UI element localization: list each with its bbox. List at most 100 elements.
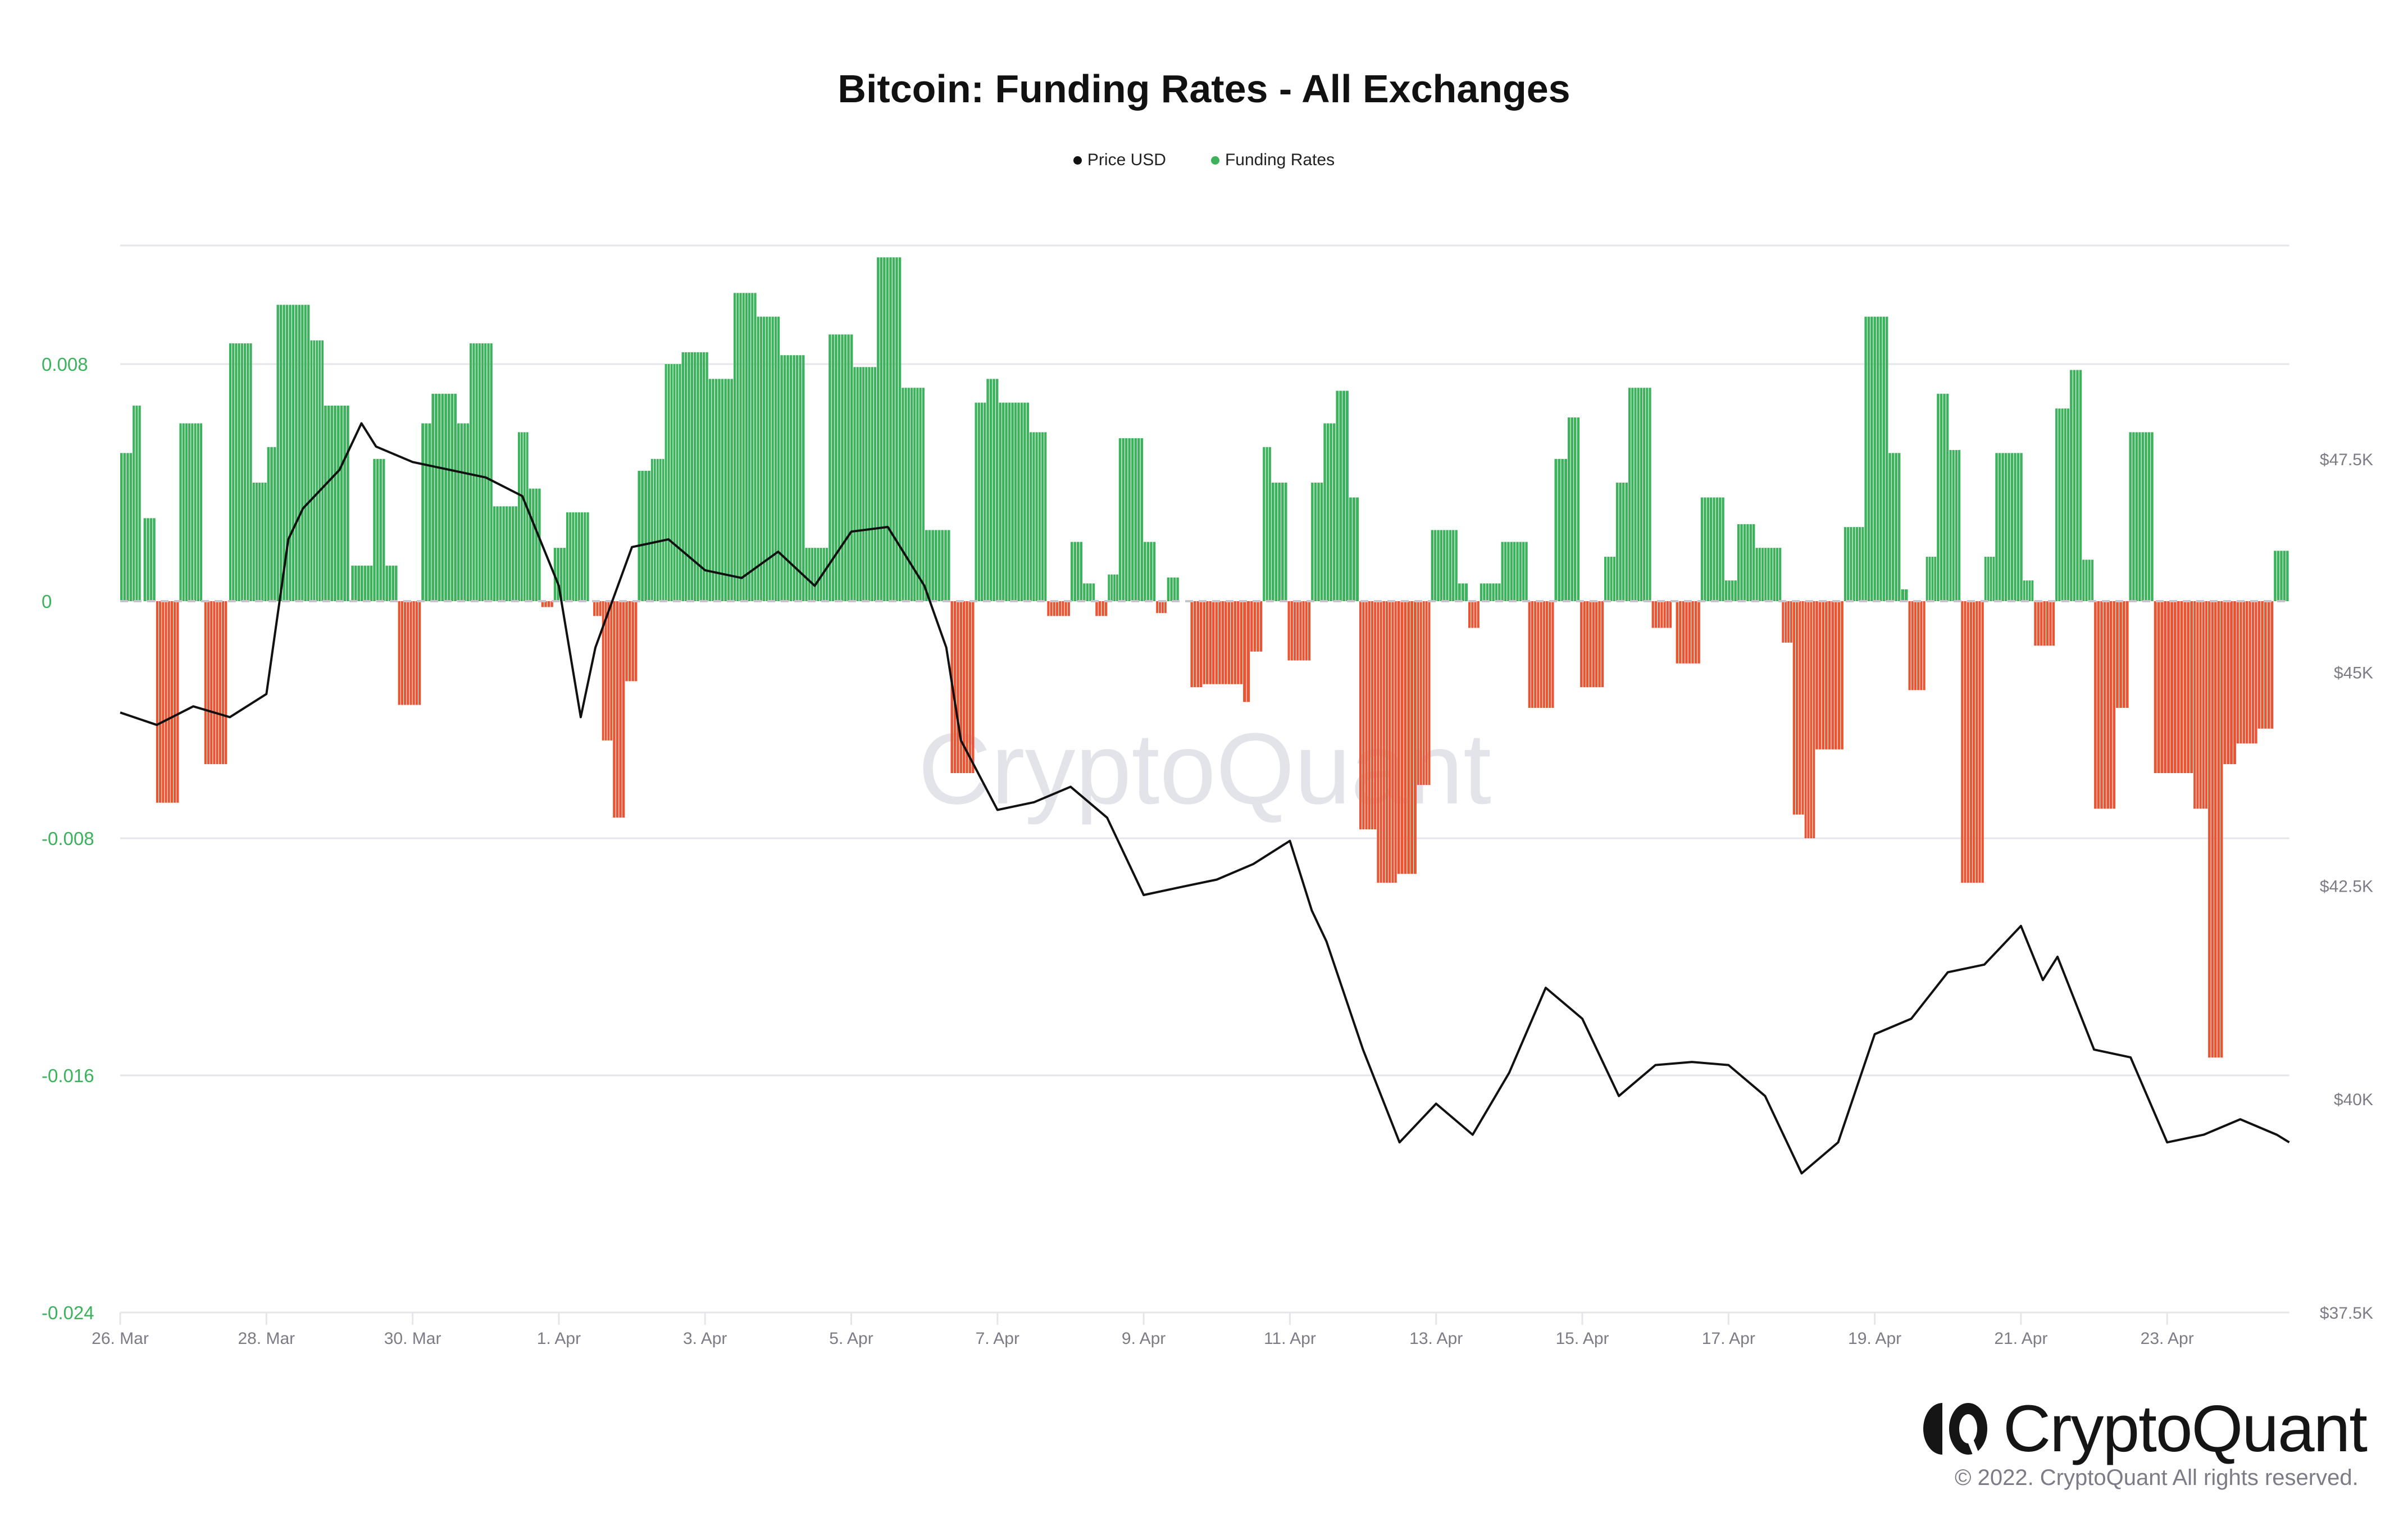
funding-bar <box>213 601 216 765</box>
funding-bar <box>638 470 641 601</box>
funding-bar <box>1767 548 1770 601</box>
funding-bar <box>1601 601 1604 687</box>
funding-bar <box>1625 483 1628 601</box>
funding-bar <box>207 601 210 765</box>
funding-bar <box>1537 601 1540 708</box>
funding-bar <box>2125 601 2129 708</box>
funding-bar <box>1221 601 1225 684</box>
funding-bar <box>361 565 363 601</box>
funding-bar <box>1940 393 1943 601</box>
funding-bar <box>877 257 880 602</box>
funding-bar <box>490 343 493 601</box>
funding-bar <box>541 601 544 607</box>
funding-bar <box>850 334 853 602</box>
funding-bar <box>156 601 158 803</box>
funding-bar <box>1501 542 1504 601</box>
funding-bar <box>1162 601 1164 614</box>
funding-bar <box>2267 601 2270 729</box>
funding-bar <box>786 355 789 601</box>
funding-bar <box>1035 432 1038 601</box>
funding-bar <box>441 393 444 601</box>
x-tick-label: 28. Mar <box>238 1329 295 1348</box>
funding-bar <box>847 334 850 602</box>
funding-bar <box>1374 601 1377 830</box>
funding-bar <box>1837 601 1841 750</box>
funding-bar <box>409 601 412 705</box>
funding-bar <box>1150 542 1153 601</box>
funding-bar <box>1296 601 1299 661</box>
funding-bar <box>1905 589 1908 601</box>
funding-bar <box>835 334 837 602</box>
funding-bar <box>742 293 745 601</box>
funding-bar <box>1317 483 1320 601</box>
funding-bar <box>904 388 907 601</box>
funding-bar <box>1580 601 1583 687</box>
funding-bar <box>774 316 777 601</box>
funding-bar <box>1443 530 1446 601</box>
funding-bar <box>298 305 301 601</box>
funding-bar <box>1577 417 1580 601</box>
funding-bar <box>1041 432 1044 601</box>
funding-bar <box>931 530 934 601</box>
funding-bar <box>167 601 170 803</box>
funding-bar <box>2251 601 2255 744</box>
funding-bar <box>2190 601 2193 773</box>
funding-bars <box>120 257 2289 1058</box>
funding-bar <box>2028 580 2031 601</box>
funding-bar <box>1064 601 1067 616</box>
funding-bar <box>628 601 631 682</box>
funding-bar <box>1895 453 1897 601</box>
funding-bar <box>1796 601 1799 815</box>
funding-bar <box>856 367 859 601</box>
funding-bar <box>478 343 481 601</box>
funding-bar <box>1876 316 1879 601</box>
funding-bar <box>547 601 550 607</box>
brand-name: CryptoQuant <box>2003 1392 2368 1466</box>
funding-bar <box>512 506 515 601</box>
funding-bar <box>1455 530 1458 601</box>
funding-bar <box>2227 601 2230 765</box>
funding-bar <box>238 343 240 601</box>
funding-bar <box>822 548 825 601</box>
funding-bar <box>2014 453 2016 601</box>
funding-bar <box>1507 542 1510 601</box>
funding-bar <box>1946 393 1949 601</box>
legend-item-price[interactable]: Price USD <box>1073 151 1166 170</box>
funding-bar <box>1568 417 1571 601</box>
funding-bar <box>989 379 993 601</box>
funding-bar <box>518 432 520 601</box>
funding-bar <box>1468 601 1471 628</box>
funding-bar <box>1323 423 1326 601</box>
funding-bar <box>795 355 799 601</box>
funding-bar <box>412 601 415 705</box>
funding-bar <box>2214 601 2217 1058</box>
funding-bar <box>407 601 409 705</box>
funding-bar <box>273 447 276 601</box>
funding-bar <box>2230 601 2233 765</box>
legend-item-funding[interactable]: Funding Rates <box>1210 151 1335 170</box>
funding-bar <box>143 518 147 601</box>
funding-bar <box>559 548 563 601</box>
funding-bar <box>1981 601 1984 883</box>
funding-bar <box>415 601 418 705</box>
funding-bar <box>1891 453 1895 601</box>
funding-bar <box>1975 601 1978 883</box>
x-tick-label: 26. Mar <box>92 1329 149 1348</box>
funding-bar <box>1305 601 1308 661</box>
funding-bar <box>667 364 670 601</box>
funding-bar <box>126 453 129 601</box>
funding-bar <box>766 316 768 601</box>
legend-dot-price-icon <box>1073 156 1082 165</box>
funding-bar <box>1404 601 1407 874</box>
funding-bar <box>972 601 975 773</box>
funding-bar <box>1522 542 1525 601</box>
funding-bar <box>1302 601 1305 661</box>
y-right-tick-label: $40K <box>2334 1091 2373 1109</box>
funding-bar <box>1164 601 1167 614</box>
funding-bar <box>1086 583 1089 601</box>
funding-bar <box>1271 483 1274 601</box>
funding-bar <box>1663 601 1666 628</box>
funding-bar <box>1610 556 1613 601</box>
funding-bar <box>389 565 392 601</box>
funding-bar <box>1828 601 1831 750</box>
